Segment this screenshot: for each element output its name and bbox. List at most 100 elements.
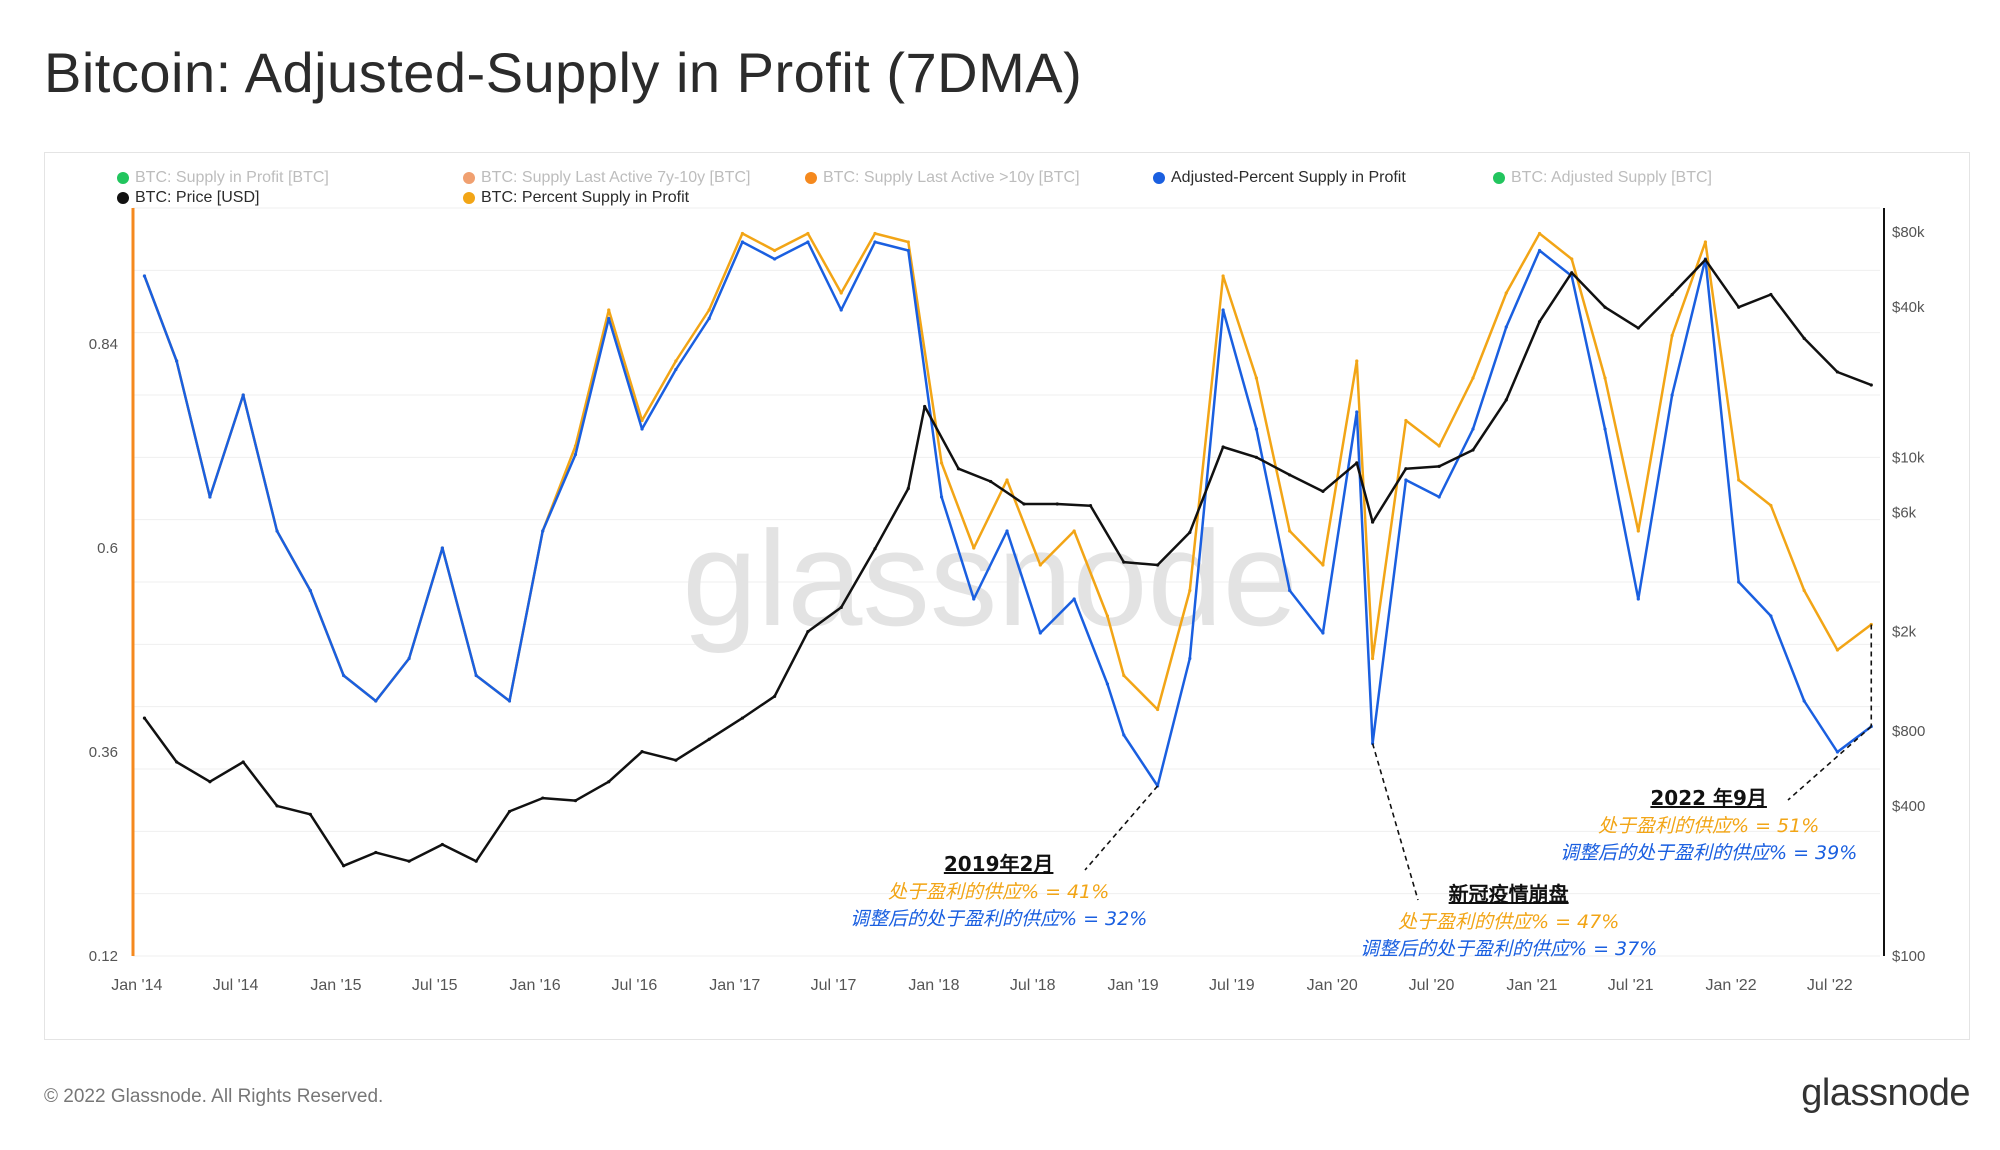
x-tick-label: Jan '19 (1108, 977, 1159, 994)
legend: BTC: Supply in Profit [BTC] BTC: Supply … (45, 153, 1969, 213)
data-point-adjusted-percent-supply-in-profit (1802, 699, 1806, 703)
data-point-adjusted-percent-supply-in-profit (607, 316, 611, 321)
data-point-btc-percent-supply-in-profit (1802, 588, 1806, 593)
data-point-btc-percent-supply-in-profit (939, 461, 944, 465)
data-point-btc-price-usd (1802, 336, 1806, 340)
legend-dot-icon (805, 172, 817, 184)
data-point-adjusted-percent-supply-in-profit (1122, 733, 1126, 737)
data-point-btc-price-usd (956, 467, 961, 471)
data-point-adjusted-percent-supply-in-profit (1437, 495, 1441, 499)
data-point-adjusted-percent-supply-in-profit (773, 257, 777, 261)
data-point-btc-percent-supply-in-profit (1471, 376, 1475, 380)
data-point-adjusted-percent-supply-in-profit (1005, 529, 1009, 533)
x-tick-label: Jan '17 (709, 977, 760, 994)
data-point-btc-price-usd (839, 605, 843, 610)
data-point-btc-price-usd (440, 842, 444, 847)
legend-item-adjusted-supply[interactable]: BTC: Adjusted Supply [BTC] (1493, 169, 1712, 187)
annotation-orange-text: 处于盈利的供应% = 51% (1598, 815, 1820, 837)
legend-item-supply-10y[interactable]: BTC: Supply Last Active >10y [BTC] (805, 169, 1080, 187)
x-tick-label: Jul '14 (213, 977, 259, 994)
legend-label: BTC: Supply in Profit [BTC] (135, 169, 329, 186)
data-point-btc-percent-supply-in-profit (1570, 257, 1574, 261)
legend-dot-icon (463, 192, 475, 204)
data-point-adjusted-percent-supply-in-profit (308, 588, 312, 593)
legend-dot-icon (117, 172, 129, 184)
data-point-btc-percent-supply-in-profit (1370, 656, 1375, 661)
annotation-blue-text: 调整后的处于盈利的供应% = 32% (850, 908, 1148, 930)
data-point-btc-price-usd (1504, 398, 1508, 402)
data-point-adjusted-percent-supply-in-profit (275, 529, 279, 533)
data-point-btc-percent-supply-in-profit (906, 240, 910, 244)
data-point-btc-price-usd (1869, 383, 1873, 387)
data-point-btc-percent-supply-in-profit (1072, 529, 1076, 533)
x-tick-label: Jul '15 (412, 977, 458, 994)
page-title: Bitcoin: Adjusted-Supply in Profit (7DMA… (44, 41, 1083, 104)
data-point-adjusted-percent-supply-in-profit (175, 359, 179, 363)
data-point-btc-price-usd (541, 796, 545, 800)
data-point-adjusted-percent-supply-in-profit (1636, 597, 1640, 601)
y-right-tick-label: $800 (1892, 723, 1925, 740)
x-tick-label: Jul '22 (1807, 977, 1853, 994)
data-point-btc-percent-supply-in-profit (607, 308, 611, 312)
data-point-adjusted-percent-supply-in-profit (674, 367, 678, 372)
legend-item-price[interactable]: BTC: Price [USD] (117, 189, 259, 207)
x-tick-label: Jan '21 (1506, 977, 1557, 994)
data-point-adjusted-percent-supply-in-profit (1769, 614, 1773, 618)
data-point-btc-percent-supply-in-profit (773, 248, 777, 253)
legend-dot-icon (1153, 172, 1165, 184)
data-point-adjusted-percent-supply-in-profit (806, 240, 810, 244)
data-point-btc-percent-supply-in-profit (839, 291, 843, 295)
data-point-adjusted-percent-supply-in-profit (1537, 248, 1542, 253)
data-point-btc-percent-supply-in-profit (1737, 478, 1741, 482)
data-point-btc-percent-supply-in-profit (1636, 529, 1640, 533)
annotation-leader-line (1787, 725, 1872, 801)
data-point-btc-percent-supply-in-profit (1835, 648, 1840, 652)
data-point-btc-percent-supply-in-profit (674, 359, 678, 363)
legend-label: BTC: Supply Last Active >10y [BTC] (823, 169, 1080, 186)
x-tick-label: Jan '22 (1706, 977, 1757, 994)
data-point-btc-price-usd (1603, 305, 1607, 309)
legend-item-adjusted-percent[interactable]: Adjusted-Percent Supply in Profit (1153, 169, 1406, 187)
data-point-btc-price-usd (308, 812, 312, 816)
data-point-btc-percent-supply-in-profit (1603, 376, 1607, 380)
data-point-btc-percent-supply-in-profit (972, 546, 976, 550)
data-point-adjusted-percent-supply-in-profit (1404, 478, 1408, 482)
data-point-adjusted-percent-supply-in-profit (208, 495, 212, 499)
x-tick-label: Jul '20 (1409, 977, 1455, 994)
legend-item-percent-supply[interactable]: BTC: Percent Supply in Profit (463, 189, 689, 207)
data-point-btc-percent-supply-in-profit (873, 231, 877, 236)
annotation-heading: 新冠疫情崩盘 (1448, 882, 1569, 906)
data-point-btc-price-usd (507, 809, 512, 814)
annotation-leader-line (1371, 743, 1419, 901)
data-point-btc-percent-supply-in-profit (1355, 359, 1359, 363)
series-line-adjusted-percent-supply-in-profit (143, 240, 1873, 788)
data-point-btc-percent-supply-in-profit (740, 231, 745, 236)
data-point-adjusted-percent-supply-in-profit (407, 656, 411, 661)
data-point-btc-price-usd (1404, 467, 1408, 471)
data-point-adjusted-percent-supply-in-profit (374, 699, 378, 703)
data-point-btc-price-usd (607, 780, 611, 784)
y-left-tick-label: 0.12 (89, 948, 118, 965)
annotation-leader-line (1084, 785, 1159, 871)
annotation-heading: 2019年2月 (943, 852, 1054, 876)
data-point-btc-percent-supply-in-profit (806, 231, 810, 236)
data-point-btc-price-usd (674, 758, 678, 762)
data-point-btc-percent-supply-in-profit (1221, 274, 1225, 278)
data-point-btc-price-usd (1122, 560, 1126, 564)
data-point-adjusted-percent-supply-in-profit (1105, 682, 1110, 686)
data-point-btc-percent-supply-in-profit (1437, 444, 1441, 448)
legend-dot-icon (1493, 172, 1505, 184)
data-point-btc-price-usd (342, 864, 346, 868)
annotation-blue-text: 调整后的处于盈利的供应% = 37% (1360, 938, 1658, 960)
legend-item-supply-7y-10y[interactable]: BTC: Supply Last Active 7y-10y [BTC] (463, 169, 750, 187)
legend-label: Adjusted-Percent Supply in Profit (1171, 169, 1406, 186)
legend-item-supply-in-profit[interactable]: BTC: Supply in Profit [BTC] (117, 169, 329, 187)
data-point-btc-price-usd (175, 760, 179, 764)
annotation-orange-text: 处于盈利的供应% = 47% (1398, 911, 1620, 933)
x-tick-label: Jan '18 (908, 977, 959, 994)
x-tick-label: Jul '17 (811, 977, 857, 994)
data-point-adjusted-percent-supply-in-profit (839, 308, 843, 312)
data-point-btc-price-usd (740, 716, 745, 720)
data-point-adjusted-percent-supply-in-profit (474, 673, 478, 678)
annotation-covid-crash: 新冠疫情崩盘 处于盈利的供应% = 47% 调整后的处于盈利的供应% = 37% (1360, 878, 1657, 961)
